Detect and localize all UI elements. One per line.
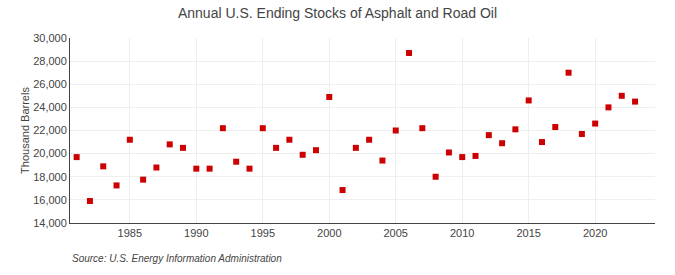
svg-text:Annual U.S. Ending Stocks of A: Annual U.S. Ending Stocks of Asphalt and…: [178, 5, 497, 21]
svg-text:1990: 1990: [184, 227, 208, 239]
svg-text:Source: U.S. Energy Informatio: Source: U.S. Energy Information Administ…: [72, 253, 282, 264]
svg-text:26,000: 26,000: [33, 78, 67, 90]
svg-text:28,000: 28,000: [33, 55, 67, 67]
svg-text:1995: 1995: [251, 227, 275, 239]
svg-text:16,000: 16,000: [33, 194, 67, 206]
svg-text:1985: 1985: [118, 227, 142, 239]
svg-text:20,000: 20,000: [33, 147, 67, 159]
svg-text:2015: 2015: [516, 227, 540, 239]
svg-text:24,000: 24,000: [33, 101, 67, 113]
svg-text:2005: 2005: [383, 227, 407, 239]
svg-text:2010: 2010: [450, 227, 474, 239]
svg-text:2020: 2020: [583, 227, 607, 239]
svg-text:2000: 2000: [317, 227, 341, 239]
svg-text:22,000: 22,000: [33, 124, 67, 136]
svg-text:30,000: 30,000: [33, 32, 67, 44]
svg-text:18,000: 18,000: [33, 171, 67, 183]
svg-text:14,000: 14,000: [33, 217, 67, 229]
svg-text:Thousand Barrels: Thousand Barrels: [19, 87, 31, 174]
